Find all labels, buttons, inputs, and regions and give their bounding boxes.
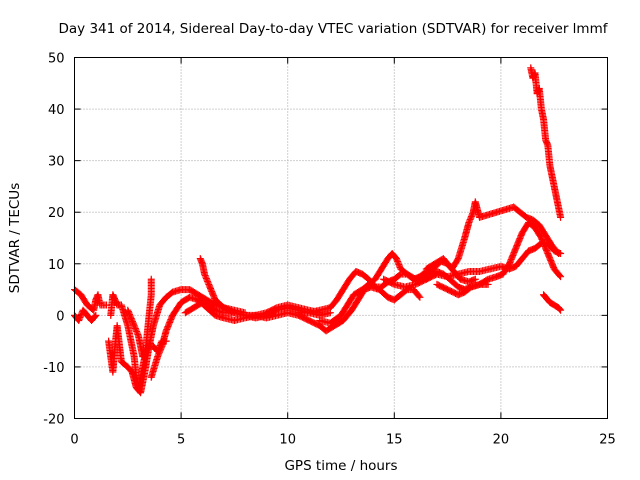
data-point-marker: [466, 216, 474, 224]
x-tick-label: 5: [177, 433, 185, 448]
series-track-a: [71, 286, 110, 314]
data-point-marker: [155, 348, 163, 356]
data-point-marker: [557, 306, 565, 314]
data-point-marker: [392, 255, 400, 263]
data-point-marker: [131, 325, 139, 333]
x-tick-label: 20: [493, 433, 510, 448]
data-point-marker: [201, 270, 209, 278]
data-point-marker: [201, 272, 209, 280]
data-point-marker: [467, 213, 475, 221]
data-point-marker: [75, 315, 83, 323]
data-point-marker: [395, 261, 403, 269]
data-point-marker: [202, 273, 210, 281]
series-track-n: [422, 239, 565, 283]
x-tick-label: 0: [70, 433, 78, 448]
data-point-marker: [557, 249, 565, 257]
y-axis-title: SDTVAR / TECUs: [7, 183, 23, 293]
y-tick-label: -10: [43, 361, 64, 376]
data-point-marker: [75, 317, 83, 325]
data-point-marker: [155, 350, 163, 358]
data-point-marker: [131, 323, 139, 331]
y-tick-label: 50: [48, 52, 65, 67]
data-point-marker: [555, 304, 563, 312]
data-point-marker: [471, 275, 479, 283]
data-point-marker: [465, 219, 473, 227]
data-point-marker: [154, 353, 162, 361]
series-track-c: [107, 275, 155, 392]
series-track-p: [527, 64, 565, 221]
data-point-marker: [134, 331, 142, 339]
data-point-marker: [202, 275, 210, 283]
data-point-marker: [132, 326, 140, 334]
data-point-marker: [133, 329, 141, 337]
data-point-marker: [393, 256, 401, 264]
data-point-marker: [557, 273, 565, 281]
series-track-o: [433, 219, 565, 299]
y-tick-label: -20: [43, 413, 64, 428]
data-point-marker: [133, 328, 141, 336]
data-point-marker: [92, 311, 100, 319]
data-point-marker: [467, 214, 475, 222]
data-point-marker: [130, 322, 138, 330]
data-point-marker: [557, 213, 565, 221]
data-point-marker: [416, 293, 424, 301]
data-point-marker: [76, 314, 84, 322]
data-point-marker: [147, 275, 155, 283]
series-track-q: [540, 291, 565, 314]
series-track-d: [105, 322, 170, 397]
data-point-marker: [415, 292, 423, 300]
data-points: [71, 64, 565, 397]
x-tick-label: 15: [386, 433, 403, 448]
y-tick-label: 0: [56, 309, 64, 324]
data-point-marker: [203, 276, 211, 284]
data-point-marker: [154, 351, 162, 359]
x-tick-label: 10: [279, 433, 296, 448]
data-point-marker: [204, 277, 212, 285]
data-point-marker: [556, 305, 564, 313]
data-point-marker: [91, 312, 99, 320]
data-point-marker: [77, 312, 85, 320]
y-tick-label: 40: [48, 103, 65, 118]
series-track-i: [252, 283, 424, 335]
data-point-marker: [156, 347, 164, 355]
chart-title: Day 341 of 2014, Sidereal Day-to-day VTE…: [59, 21, 609, 37]
series-track-f: [147, 293, 260, 381]
y-tick-label: 20: [48, 206, 65, 221]
data-point-marker: [466, 217, 474, 225]
data-point-marker: [394, 259, 402, 267]
data-point-marker: [469, 210, 477, 218]
series-track-k: [316, 249, 479, 327]
data-point-marker: [395, 262, 403, 270]
y-tick-label: 10: [48, 258, 65, 273]
x-tick-label: 25: [599, 433, 616, 448]
data-point-marker: [468, 211, 476, 219]
data-point-marker: [157, 345, 165, 353]
plot-frame: [74, 57, 608, 419]
data-point-marker: [394, 258, 402, 266]
data-point-marker: [556, 272, 564, 280]
x-axis-title: GPS time / hours: [284, 458, 397, 474]
y-tick-label: 30: [48, 155, 65, 170]
data-point-marker: [102, 301, 110, 309]
